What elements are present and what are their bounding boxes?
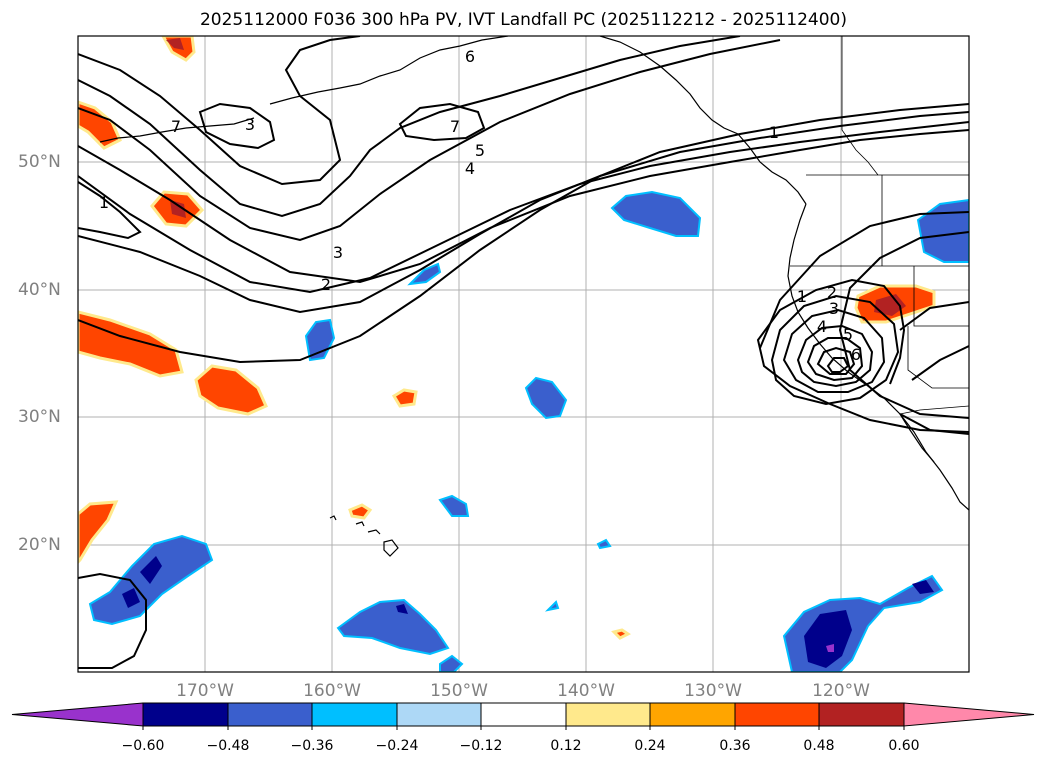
pv-contour-label: 4 <box>465 159 475 178</box>
ivt-negative-region <box>524 376 568 420</box>
lon-label-170w: 170°W <box>176 681 234 701</box>
pv-closed-contour <box>816 346 856 375</box>
pv-contour-label: 7 <box>450 117 460 136</box>
ivt-positive-region <box>78 310 184 378</box>
colorbar-extend-min <box>11 702 144 727</box>
ivt-positive-region <box>78 500 119 565</box>
colorbar-tick-label: −0.60 <box>121 738 165 754</box>
pv-closed-contour <box>806 337 864 382</box>
colorbar <box>11 702 1035 730</box>
positive-ivt-regions <box>78 36 936 640</box>
pv-contour-label: 1 <box>99 193 109 212</box>
pv-closed-contour <box>770 294 900 406</box>
pv-contour-labels: 6 7 3 1 5 4 3 2 1 2 3 4 5 6 1 7 <box>99 47 861 364</box>
ivt-negative-region <box>438 494 470 517</box>
colorbar-tick-label: 0.48 <box>803 738 835 754</box>
gridlines <box>78 36 969 672</box>
colorbar-tick-label: −0.48 <box>206 738 250 754</box>
lon-label-160w: 160°W <box>303 681 361 701</box>
colorbar-segment <box>142 702 229 727</box>
pv-contour-label: 6 <box>851 345 861 364</box>
colorbar-tick-label: −0.12 <box>459 738 503 754</box>
ivt-negative-region <box>610 190 702 237</box>
ivt-negative-region <box>544 600 560 612</box>
colorbar-segment <box>734 702 820 727</box>
colorbar-segment <box>311 702 398 727</box>
colorbar-segment <box>649 702 736 727</box>
lon-label-140w: 140°W <box>557 681 615 701</box>
ivt-positive-region <box>611 628 631 640</box>
lon-label-120w: 120°W <box>812 681 870 701</box>
colorbar-tick-label: 0.60 <box>888 738 920 754</box>
colorbar-tick-label: 0.24 <box>634 738 666 754</box>
pv-contours <box>78 36 969 669</box>
colorbar-tick-label: 0.36 <box>719 738 751 754</box>
map-title: 2025112000 F036 300 hPa PV, IVT Landfall… <box>199 10 847 30</box>
pv-contour-label: 2 <box>321 275 331 294</box>
pv-contour-label: 4 <box>817 317 827 336</box>
aleutians-coast <box>99 117 255 143</box>
colorbar-segment <box>565 702 651 727</box>
lat-label-20n: 20°N <box>18 535 61 555</box>
ivt-negative-region <box>304 318 336 362</box>
pv-closed-contour <box>796 324 874 388</box>
lat-label-40n: 40°N <box>18 280 61 300</box>
pv-closed-contour <box>782 308 886 393</box>
ivt-positive-region <box>348 503 373 520</box>
pv-contour-label: 1 <box>797 287 807 306</box>
pv-contour-label: 3 <box>245 115 255 134</box>
ivt-negative-region <box>336 598 450 656</box>
alaska-coast <box>269 36 509 105</box>
ivt-positive-region <box>78 100 122 150</box>
baja-coast <box>899 413 935 463</box>
borders <box>790 36 969 415</box>
us-mexico-border <box>899 405 969 415</box>
alaska-panhandle-coast <box>599 36 807 205</box>
colorbar-tick-label: −0.24 <box>375 738 419 754</box>
pv-contour-label: 3 <box>333 243 343 262</box>
colorbar-extend-max <box>903 702 1035 727</box>
coastlines <box>99 36 969 557</box>
lon-label-150w: 150°W <box>430 681 488 701</box>
colorbar-segment <box>818 702 905 727</box>
ivt-negative-region <box>916 198 969 263</box>
negative-ivt-regions <box>88 190 969 672</box>
ivt-positive-region <box>391 388 418 408</box>
pv-closed-contour <box>826 357 850 373</box>
ivt-negative-region <box>596 538 612 550</box>
pv-contour-label: 5 <box>843 325 853 344</box>
pv-contour-label: 1 <box>769 123 779 142</box>
ivt-negative-region <box>407 262 442 286</box>
colorbar-tick-label: −0.36 <box>290 738 334 754</box>
lat-label-30n: 30°N <box>18 407 61 427</box>
colorbar-segment <box>396 702 482 727</box>
pv-contour-label: 6 <box>465 47 475 66</box>
colorbar-segment <box>480 702 567 727</box>
colorbar-segment <box>227 702 313 727</box>
hawaii-coast <box>329 515 399 557</box>
ivt-negative-region <box>439 654 464 672</box>
pv-contour-label: 5 <box>475 141 485 160</box>
ivt-positive-region <box>194 364 268 416</box>
pv-contour-label: 3 <box>829 299 839 318</box>
lon-label-130w: 130°W <box>684 681 742 701</box>
pv-contour-label: 2 <box>827 283 837 302</box>
ivt-positive-region <box>874 294 906 316</box>
lat-label-50n: 50°N <box>18 152 61 172</box>
colorbar-tick-label: 0.12 <box>550 738 582 754</box>
pv-contour-1-ring <box>759 211 969 349</box>
map-frame <box>77 35 970 673</box>
pv-contour-label: 7 <box>171 117 181 136</box>
us-west-coast <box>787 203 969 511</box>
